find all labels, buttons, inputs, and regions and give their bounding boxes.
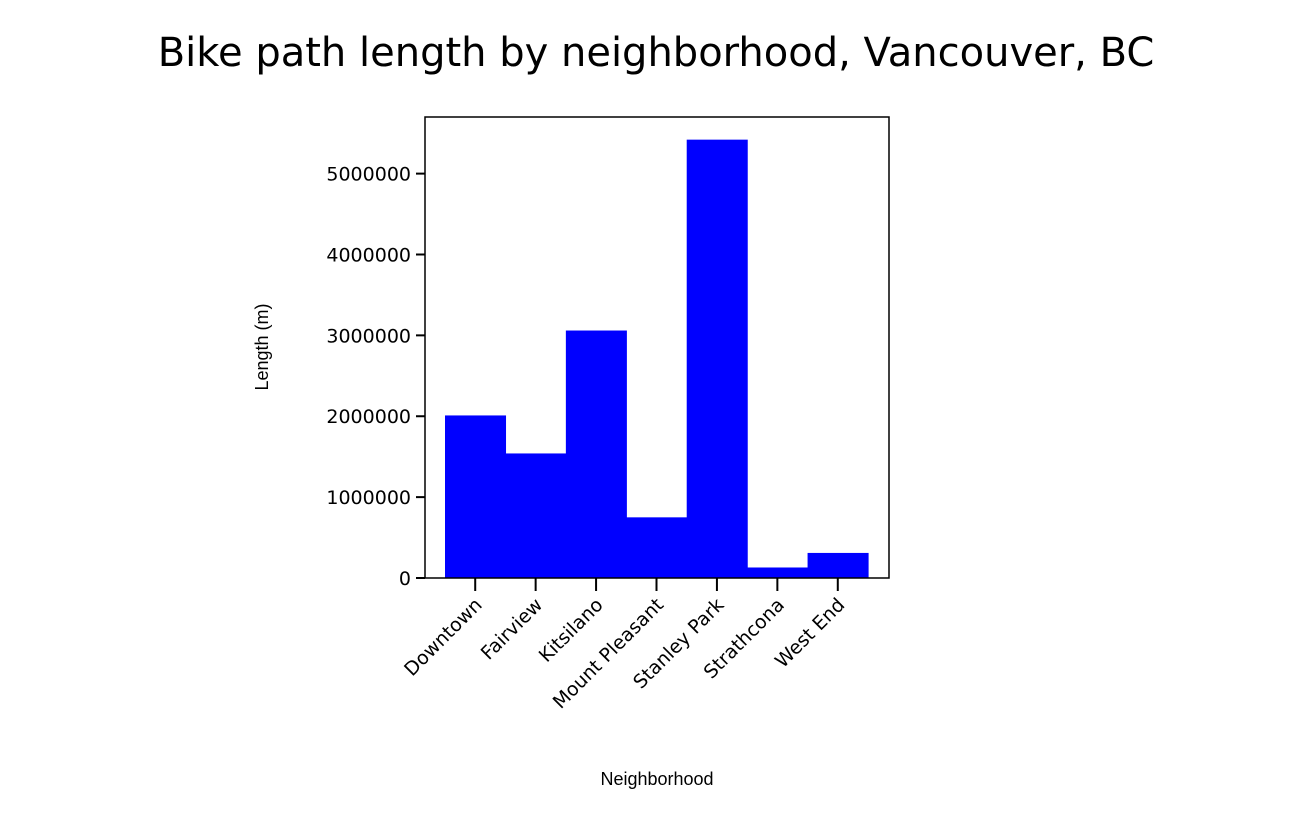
x-tick-label-downtown: Downtown <box>400 594 487 681</box>
y-tick-label: 2000000 <box>326 406 411 428</box>
y-axis-ticks: 0 1000000 2000000 3000000 4000000 5000000 <box>326 164 425 590</box>
y-tick-label: 5000000 <box>326 164 411 186</box>
y-axis-label: Length (m) <box>252 303 272 390</box>
y-tick-label: 4000000 <box>326 244 411 266</box>
y-tick-label: 0 <box>399 568 411 590</box>
bar-downtown <box>445 415 507 578</box>
bar-strathcona <box>747 567 809 578</box>
y-tick-label: 3000000 <box>326 325 411 347</box>
chart-title: Bike path length by neighborhood, Vancou… <box>158 30 1155 76</box>
x-tick-label-mount-pleasant: Mount Pleasant <box>549 594 668 713</box>
bar-stanley-park <box>686 139 748 578</box>
bar-west-end <box>807 552 869 578</box>
bars-layer <box>445 139 869 578</box>
bar-fairview <box>505 453 567 578</box>
bar-mount-pleasant <box>626 517 688 578</box>
x-axis-label: Neighborhood <box>600 769 713 789</box>
y-tick-label: 1000000 <box>326 487 411 509</box>
bar-kitsilano <box>565 330 627 578</box>
